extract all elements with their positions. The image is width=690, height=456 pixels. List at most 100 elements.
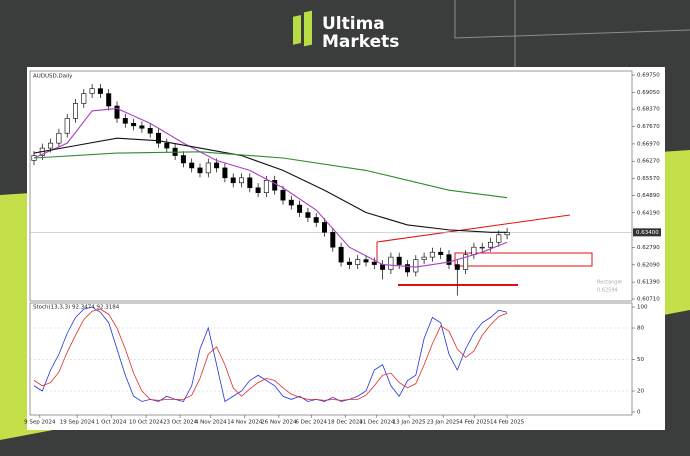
logo-bar [304, 10, 312, 47]
candle-body [396, 256, 402, 265]
price-pane [29, 70, 633, 302]
candle-body [255, 187, 261, 193]
candle-body [404, 264, 410, 273]
candle-body [164, 142, 170, 149]
candle-body [313, 217, 319, 223]
y-tick-label: 0.68370 [637, 107, 660, 113]
brand-line1: Ultima [322, 14, 385, 34]
candle-body [263, 180, 269, 193]
candle-body [64, 118, 70, 134]
candle-body [305, 212, 311, 218]
candle-body [321, 222, 327, 233]
candle-body [487, 241, 493, 248]
x-tick-label: 23 Oct 2024 [163, 420, 198, 426]
x-tick-label: 19 Sep 2024 [60, 420, 95, 426]
moving-average [33, 137, 508, 233]
y-tick-label: 0.61390 [637, 280, 660, 286]
x-tick-label: 1 Oct 2024 [96, 420, 127, 426]
candle-body [479, 246, 485, 249]
moving-average [33, 107, 508, 268]
candle-body [147, 127, 153, 134]
y-tick-label: 0.60710 [637, 297, 660, 303]
candle-body [438, 251, 444, 255]
candle-body [421, 256, 427, 260]
brand-line2: Markets [322, 32, 399, 52]
stoch-line [33, 306, 508, 403]
y-tick-label: 0.66970 [637, 141, 660, 147]
chart-panel [27, 67, 665, 430]
candle-body [189, 162, 195, 169]
trend-line [376, 214, 571, 243]
stoch-tick-label: 50 [637, 357, 644, 363]
candle-body [355, 259, 361, 265]
annotation-value: 0.62594 [597, 288, 618, 294]
candle-body [288, 199, 294, 206]
stoch-line [33, 308, 508, 401]
candle-body [48, 142, 54, 149]
candle-body [214, 162, 220, 169]
candle-body [97, 88, 103, 94]
candle-body [247, 177, 253, 189]
chart-title: AUDUSD,Daily [33, 74, 73, 80]
candle-body [205, 162, 211, 174]
x-tick-label: 26 Nov 2024 [261, 420, 297, 426]
candle-body [363, 259, 369, 263]
deco-line [454, 0, 690, 39]
candle-body [272, 180, 278, 191]
candle-body [371, 261, 377, 265]
drawings [376, 214, 593, 286]
candle-body [222, 167, 228, 179]
candle-body [156, 132, 162, 144]
current-price-label: 0.63400 [636, 230, 659, 236]
x-tick-label: 10 Oct 2024 [129, 420, 164, 426]
candle-body [197, 167, 203, 174]
candle-body [496, 234, 502, 243]
candle-body [73, 103, 79, 119]
candle-body [330, 232, 336, 248]
logo: Ultima Markets [293, 10, 399, 52]
y-tick-label: 0.64190 [637, 210, 660, 216]
candle-body [89, 88, 95, 94]
candle-body [131, 123, 137, 127]
current-price-box [633, 228, 661, 237]
moving-average [33, 151, 508, 199]
x-tick-label: 13 Jan 2025 [393, 420, 426, 426]
y-tick-label: 0.62090 [637, 262, 660, 268]
candle-body [297, 204, 303, 213]
candle-body [346, 261, 352, 265]
x-tick-label: 23 Jan 2025 [427, 420, 460, 426]
x-tick-label: 14 Nov 2024 [227, 420, 263, 426]
stoch-tick-label: 100 [637, 305, 648, 311]
candle-body [122, 118, 128, 124]
candle-body [230, 177, 236, 184]
logo-bar [293, 15, 301, 45]
stoch-tick-label: 20 [637, 389, 644, 395]
candle-body [114, 105, 120, 119]
candle-body [463, 254, 469, 270]
rectangle [454, 252, 593, 267]
candle-body [413, 259, 419, 273]
candle-body [106, 93, 112, 107]
y-tick-label: 0.62790 [637, 245, 660, 251]
x-tick-label: 4 Feb 2025 [459, 420, 490, 426]
candle-body [471, 246, 477, 255]
stoch-pane [29, 302, 633, 416]
candle-body [338, 246, 344, 263]
y-tick-label: 0.65570 [637, 176, 660, 182]
x-tick-label: 14 Feb 2025 [490, 420, 525, 426]
x-tick-label: 18 Dec 2024 [328, 420, 364, 426]
candle-body [280, 189, 286, 201]
candle-body [139, 125, 145, 129]
y-tick-label: 0.69050 [637, 90, 660, 96]
x-tick-label: 4 Nov 2024 [195, 420, 227, 426]
stoch-title: Stoch(13,3,3) 92.3474 92.3184 [33, 305, 120, 311]
annotation-name: Rectangle [597, 280, 622, 286]
y-tick-label: 0.69750 [637, 73, 660, 79]
y-tick-label: 0.66270 [637, 159, 660, 165]
candle-body [81, 93, 87, 104]
candle-body [429, 251, 435, 258]
x-tick-label: 9 Sep 2024 [24, 420, 56, 426]
candle-body [388, 256, 394, 270]
